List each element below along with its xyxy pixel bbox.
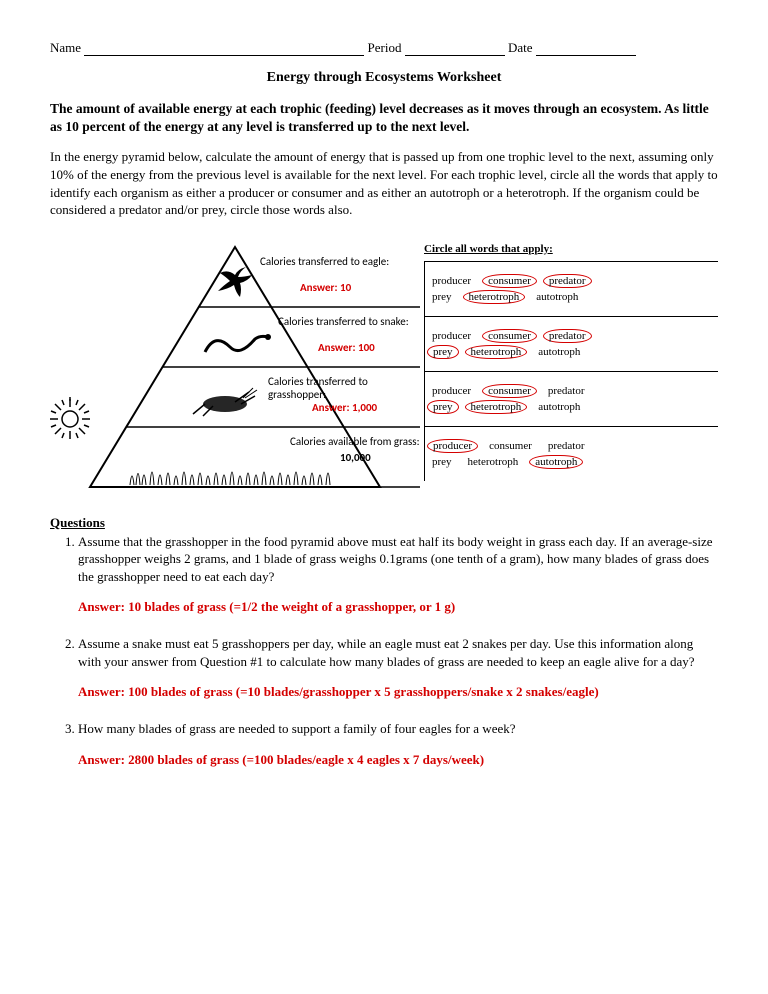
words-row: producer consumer predator prey heterotroph a… bbox=[424, 426, 718, 481]
word-tag-consumer[interactable]: consumer bbox=[482, 384, 537, 398]
period-blank[interactable] bbox=[405, 42, 505, 56]
word-tag-predator[interactable]: predator bbox=[543, 385, 590, 397]
intro-bold: The amount of available energy at each t… bbox=[50, 100, 718, 136]
date-blank[interactable] bbox=[536, 42, 636, 56]
word-tag-prey[interactable]: prey bbox=[427, 400, 459, 414]
date-label: Date bbox=[508, 40, 533, 56]
word-tag-heterotroph[interactable]: heterotroph bbox=[463, 290, 526, 304]
word-tag-predator[interactable]: predator bbox=[543, 440, 590, 452]
questions-list-2: Assume a snake must eat 5 grasshoppers p… bbox=[50, 635, 718, 670]
word-tag-autotroph[interactable]: autotroph bbox=[533, 401, 585, 413]
word-tag-consumer[interactable]: consumer bbox=[484, 440, 537, 452]
level-label-grass: Calories available from grass: bbox=[290, 435, 420, 448]
word-tag-producer[interactable]: producer bbox=[427, 330, 476, 342]
pyramid-column: Calories transferred to eagle: Answer: 1… bbox=[50, 237, 420, 497]
question-3: How many blades of grass are needed to s… bbox=[78, 720, 718, 738]
answer-3: Answer: 2800 blades of grass (=100 blade… bbox=[78, 752, 718, 768]
word-tag-autotroph[interactable]: autotroph bbox=[533, 346, 585, 358]
word-tag-producer[interactable]: producer bbox=[427, 275, 476, 287]
word-tag-consumer[interactable]: consumer bbox=[482, 329, 537, 343]
word-tag-prey[interactable]: prey bbox=[427, 291, 457, 303]
level-answer-eagle: Answer: 10 bbox=[300, 281, 351, 294]
questions-header: Questions bbox=[50, 515, 718, 531]
word-tag-predator[interactable]: predator bbox=[543, 274, 592, 288]
intro-paragraph: In the energy pyramid below, calculate t… bbox=[50, 148, 718, 218]
word-tag-producer[interactable]: producer bbox=[427, 385, 476, 397]
word-tag-consumer[interactable]: consumer bbox=[482, 274, 537, 288]
words-row: producer consumer predator prey heterotroph a… bbox=[424, 316, 718, 371]
sun-icon bbox=[48, 397, 92, 441]
energy-pyramid-figure: Calories transferred to eagle: Answer: 1… bbox=[50, 237, 718, 497]
words-row: producer consumer predator prey heterotroph a… bbox=[424, 371, 718, 426]
name-blank[interactable] bbox=[84, 42, 364, 56]
questions-list: Assume that the grasshopper in the food … bbox=[50, 533, 718, 586]
word-tag-heterotroph[interactable]: heterotroph bbox=[465, 345, 528, 359]
word-tag-producer[interactable]: producer bbox=[427, 439, 478, 453]
level-label-grasshopper: Calories transferred to grasshopper: bbox=[268, 375, 418, 401]
worksheet-title: Energy through Ecosystems Worksheet bbox=[50, 70, 718, 86]
word-tag-heterotroph[interactable]: heterotroph bbox=[463, 456, 524, 468]
question-2: Assume a snake must eat 5 grasshoppers p… bbox=[78, 635, 718, 670]
word-tag-prey[interactable]: prey bbox=[427, 456, 457, 468]
word-tag-autotroph[interactable]: autotroph bbox=[529, 455, 583, 469]
level-value-grass: 10,000 bbox=[340, 451, 371, 464]
words-row: producer consumer predator prey heterotroph a… bbox=[424, 261, 718, 316]
name-label: Name bbox=[50, 40, 81, 56]
level-label-eagle: Calories transferred to eagle: bbox=[260, 255, 389, 268]
word-tag-prey[interactable]: prey bbox=[427, 345, 459, 359]
level-answer-snake: Answer: 100 bbox=[318, 341, 375, 354]
period-label: Period bbox=[368, 40, 402, 56]
word-tag-heterotroph[interactable]: heterotroph bbox=[465, 400, 528, 414]
word-tag-autotroph[interactable]: autotroph bbox=[531, 291, 583, 303]
words-column: Circle all words that apply: producer con… bbox=[424, 237, 718, 481]
questions-list-3: How many blades of grass are needed to s… bbox=[50, 720, 718, 738]
words-header: Circle all words that apply: bbox=[424, 243, 718, 255]
question-1: Assume that the grasshopper in the food … bbox=[78, 533, 718, 586]
answer-2: Answer: 100 blades of grass (=10 blades/… bbox=[78, 684, 718, 700]
level-label-snake: Calories transferred to snake: bbox=[278, 315, 409, 328]
word-tag-predator[interactable]: predator bbox=[543, 329, 592, 343]
header-fields: Name Period Date bbox=[50, 40, 718, 56]
answer-1: Answer: 10 blades of grass (=1/2 the wei… bbox=[78, 599, 718, 615]
level-answer-grasshopper: Answer: 1,000 bbox=[312, 401, 377, 414]
